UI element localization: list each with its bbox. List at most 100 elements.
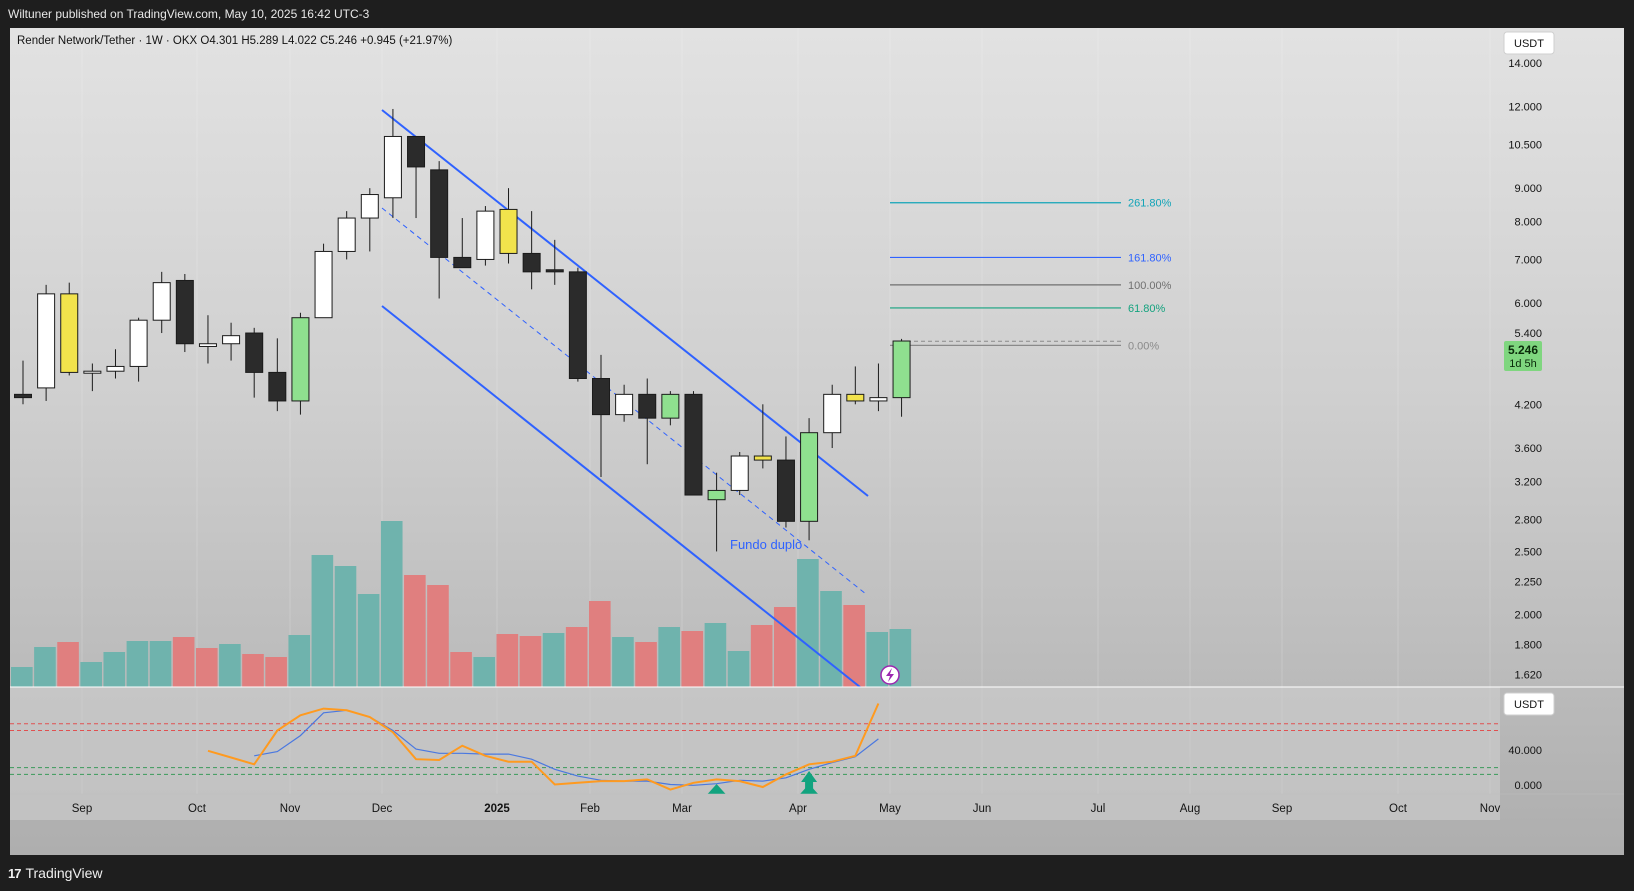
candle-body bbox=[14, 393, 32, 399]
price-tick: 3.600 bbox=[1514, 443, 1542, 455]
last-price-label: 5.246 1d 5h bbox=[1504, 341, 1542, 371]
time-label: Aug bbox=[1180, 803, 1200, 815]
volume-bar bbox=[635, 642, 657, 687]
candle-body bbox=[453, 256, 472, 269]
candle-body bbox=[499, 208, 518, 254]
volume-bar bbox=[288, 635, 311, 687]
candle-body bbox=[869, 397, 888, 402]
candle-body bbox=[245, 332, 264, 373]
time-label: Oct bbox=[1389, 803, 1408, 815]
candle-body bbox=[892, 340, 911, 399]
candle-body bbox=[753, 455, 772, 461]
time-label: Mar bbox=[672, 803, 692, 815]
tradingview-logo[interactable]: 17 TradingView bbox=[8, 865, 103, 881]
candle-body bbox=[152, 282, 171, 321]
volume-bar bbox=[311, 555, 334, 687]
price-tick: 14.000 bbox=[1508, 58, 1542, 70]
volume-bar bbox=[265, 657, 287, 687]
candle-body bbox=[222, 335, 241, 345]
time-label: 2025 bbox=[484, 803, 510, 815]
time-label: Jul bbox=[1091, 803, 1106, 815]
osc-orange-line bbox=[207, 703, 880, 791]
volume-bar bbox=[704, 623, 727, 687]
osc-tick-40: 40.000 bbox=[1508, 745, 1542, 757]
volume-bar bbox=[34, 647, 56, 687]
candle-body bbox=[522, 252, 541, 273]
volume-bar bbox=[450, 652, 472, 687]
candle-body bbox=[638, 393, 657, 419]
candle-body bbox=[268, 371, 287, 402]
price-tick: 1.620 bbox=[1514, 669, 1542, 681]
volume-bar bbox=[103, 652, 126, 687]
price-tick: 2.000 bbox=[1514, 610, 1542, 622]
volume-bar bbox=[242, 654, 264, 687]
price-tick: 9.000 bbox=[1514, 183, 1542, 195]
volume-bar bbox=[57, 642, 79, 687]
time-label: Oct bbox=[188, 803, 207, 815]
candle-body bbox=[707, 489, 726, 501]
price-tick: 4.200 bbox=[1514, 399, 1542, 411]
alert-icon[interactable] bbox=[880, 665, 900, 685]
stochastic-rsi-pane[interactable] bbox=[10, 686, 1624, 820]
candle-body bbox=[430, 169, 449, 258]
candle-body bbox=[83, 370, 102, 374]
candle-body bbox=[314, 250, 333, 319]
volume-bar bbox=[750, 625, 773, 687]
fib-label: 100.00% bbox=[1128, 280, 1172, 292]
time-axis[interactable]: Sep Oct Nov Dec 2025 Feb Mar Apr May Jun Jul Aug Sep… bbox=[10, 793, 1624, 815]
annotation-double-bottom[interactable]: Fundo duplo bbox=[730, 537, 802, 552]
candle-body bbox=[684, 393, 703, 496]
footer-bar: 17 TradingView bbox=[0, 856, 1634, 891]
time-label: Sep bbox=[72, 803, 92, 815]
volume-bar bbox=[773, 607, 796, 687]
volume-bar bbox=[149, 641, 172, 687]
osc-currency-label: USDT bbox=[1514, 699, 1544, 711]
bar-countdown: 1d 5h bbox=[1509, 358, 1537, 370]
fib-label: 261.80% bbox=[1128, 198, 1172, 210]
osc-background bbox=[10, 687, 1500, 820]
fib-label: 61.80% bbox=[1128, 303, 1166, 315]
time-label: Nov bbox=[1480, 803, 1501, 815]
tradingview-logo-icon: 17 bbox=[8, 865, 22, 881]
time-label: Jun bbox=[973, 803, 992, 815]
candle-body bbox=[823, 393, 842, 434]
last-price: 5.246 bbox=[1508, 343, 1538, 357]
price-tick: 10.500 bbox=[1508, 139, 1542, 151]
candle-body bbox=[291, 317, 310, 402]
symbol-legend[interactable]: Render Network/Tether · 1W · OKX O4.301 … bbox=[17, 35, 452, 47]
candle-body bbox=[37, 293, 56, 389]
volume-bars bbox=[11, 521, 912, 687]
price-tick: 3.200 bbox=[1514, 476, 1542, 488]
volume-bar bbox=[172, 637, 195, 687]
volume-bar bbox=[195, 648, 218, 687]
volume-bar bbox=[565, 627, 588, 687]
volume-bar bbox=[612, 637, 634, 687]
price-tick: 1.800 bbox=[1514, 640, 1542, 652]
tradingview-brand: TradingView bbox=[25, 865, 103, 881]
chart-area[interactable]: 261.80% 161.80% 100.00% 61.80% 0.00% Fundo d… bbox=[10, 28, 1624, 855]
volume-bar bbox=[126, 641, 149, 687]
candle-body bbox=[545, 269, 564, 273]
osc-tick-0: 0.000 bbox=[1514, 780, 1542, 792]
candle-body bbox=[106, 365, 125, 372]
fib-label: 0.00% bbox=[1128, 340, 1159, 352]
currency-label: USDT bbox=[1514, 38, 1544, 50]
signal-arrow-icon bbox=[707, 784, 726, 794]
fibonacci-extension[interactable]: 261.80% 161.80% 100.00% 61.80% 0.00% bbox=[890, 198, 1172, 353]
osc-currency-badge[interactable] bbox=[1503, 692, 1555, 716]
candle-body bbox=[129, 319, 148, 367]
candle-body bbox=[175, 279, 194, 345]
price-tick: 8.000 bbox=[1514, 217, 1542, 229]
channel-upper bbox=[381, 109, 869, 497]
volume-bar bbox=[357, 594, 380, 687]
osc-scale[interactable]: USDT 40.000 0.000 bbox=[1503, 692, 1555, 792]
time-label: Apr bbox=[789, 803, 807, 815]
candle-body bbox=[360, 194, 379, 219]
volume-bar bbox=[658, 627, 680, 687]
chart-canvas[interactable]: 261.80% 161.80% 100.00% 61.80% 0.00% Fundo d… bbox=[10, 28, 1624, 855]
currency-badge[interactable] bbox=[1503, 31, 1555, 55]
price-tick: 5.400 bbox=[1514, 328, 1542, 340]
time-label: Feb bbox=[580, 803, 600, 815]
volume-bar bbox=[473, 657, 496, 687]
volume-bar bbox=[681, 631, 704, 687]
